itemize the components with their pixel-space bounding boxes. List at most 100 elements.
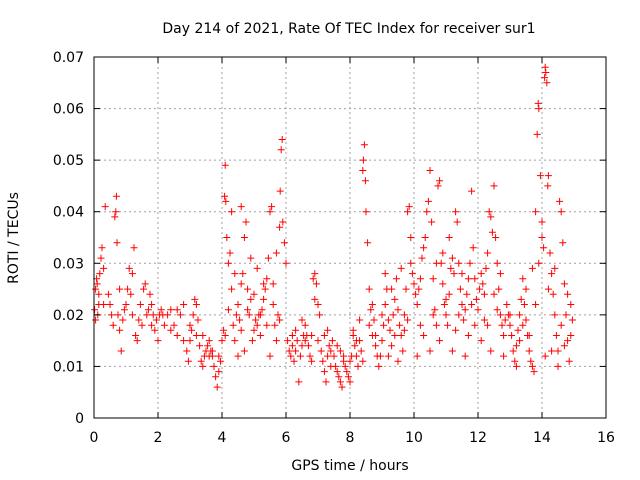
data-point xyxy=(234,352,242,360)
data-point xyxy=(416,275,424,283)
data-point xyxy=(97,254,105,262)
data-point xyxy=(141,280,149,288)
x-tick-label: 2 xyxy=(154,430,163,446)
data-point xyxy=(278,136,286,143)
data-point xyxy=(389,311,397,319)
data-point xyxy=(183,347,191,355)
data-point xyxy=(429,311,437,319)
data-point xyxy=(540,244,548,252)
data-point xyxy=(222,197,230,205)
data-point xyxy=(503,301,511,308)
data-point xyxy=(306,352,314,360)
data-point xyxy=(474,306,482,314)
data-point xyxy=(415,285,423,293)
data-point xyxy=(447,264,455,272)
data-point xyxy=(372,342,380,350)
data-point xyxy=(359,167,367,174)
data-point xyxy=(335,373,343,381)
data-point xyxy=(301,321,309,329)
data-point xyxy=(167,326,175,334)
data-point xyxy=(525,347,533,355)
data-point xyxy=(236,316,244,324)
data-point xyxy=(308,332,316,339)
data-point xyxy=(472,295,480,303)
data-point xyxy=(544,285,552,293)
data-point xyxy=(530,368,538,376)
data-point xyxy=(386,326,394,334)
data-point xyxy=(116,285,124,293)
data-point xyxy=(247,254,255,262)
data-point xyxy=(112,208,120,216)
data-point xyxy=(364,239,372,247)
y-tick-label: 0.01 xyxy=(53,359,84,375)
data-point xyxy=(250,290,258,298)
data-point xyxy=(228,208,236,216)
data-point xyxy=(378,311,386,319)
data-point xyxy=(284,337,292,345)
data-point xyxy=(528,264,536,272)
data-point xyxy=(125,264,133,272)
data-point xyxy=(508,332,516,339)
data-point xyxy=(199,362,207,370)
data-point xyxy=(352,352,360,360)
data-point xyxy=(311,270,319,278)
data-point xyxy=(296,352,304,360)
data-point xyxy=(477,337,485,345)
data-point xyxy=(506,321,514,329)
data-point xyxy=(413,352,421,360)
data-point xyxy=(496,270,504,278)
data-point xyxy=(442,311,450,319)
data-point xyxy=(269,301,277,308)
data-point xyxy=(551,264,559,272)
data-point xyxy=(542,69,550,76)
data-point xyxy=(256,311,264,319)
data-point xyxy=(173,306,181,314)
data-point xyxy=(151,326,159,334)
data-point xyxy=(519,321,527,329)
data-point xyxy=(408,270,416,278)
data-point xyxy=(282,259,290,267)
data-point xyxy=(124,285,132,293)
data-point xyxy=(533,130,541,138)
data-point xyxy=(324,326,332,334)
data-point xyxy=(152,316,160,324)
data-point xyxy=(444,321,452,329)
data-point xyxy=(92,316,100,324)
data-point xyxy=(538,218,546,226)
data-point xyxy=(458,301,466,308)
data-point xyxy=(290,357,298,365)
data-point xyxy=(197,357,205,365)
data-point xyxy=(237,280,245,288)
data-point xyxy=(536,172,544,180)
data-point xyxy=(122,301,130,308)
x-tick-label: 14 xyxy=(533,430,551,446)
data-point xyxy=(260,295,268,303)
data-point xyxy=(522,285,530,293)
data-point xyxy=(173,332,181,339)
data-point xyxy=(365,321,373,329)
data-point xyxy=(461,306,469,314)
data-point xyxy=(384,316,392,324)
data-point xyxy=(330,352,338,360)
data-point xyxy=(132,332,140,339)
data-point xyxy=(400,311,408,319)
data-point xyxy=(445,234,453,241)
data-point xyxy=(292,326,300,334)
data-point xyxy=(192,301,200,308)
data-point xyxy=(336,347,344,355)
data-point xyxy=(514,326,522,334)
data-point xyxy=(509,347,517,355)
data-point xyxy=(562,311,570,319)
data-point xyxy=(223,234,231,241)
data-point xyxy=(295,378,303,386)
data-point xyxy=(272,337,280,345)
data-point xyxy=(368,301,376,308)
data-point xyxy=(520,301,528,308)
data-point xyxy=(320,332,328,339)
data-point xyxy=(381,301,389,308)
data-point xyxy=(541,352,549,360)
data-point xyxy=(288,332,296,339)
data-point xyxy=(522,316,530,324)
y-axis-ticks: 0 0.01 0.02 0.03 0.04 0.05 0.06 0.07 xyxy=(53,50,606,427)
data-point xyxy=(552,332,560,339)
